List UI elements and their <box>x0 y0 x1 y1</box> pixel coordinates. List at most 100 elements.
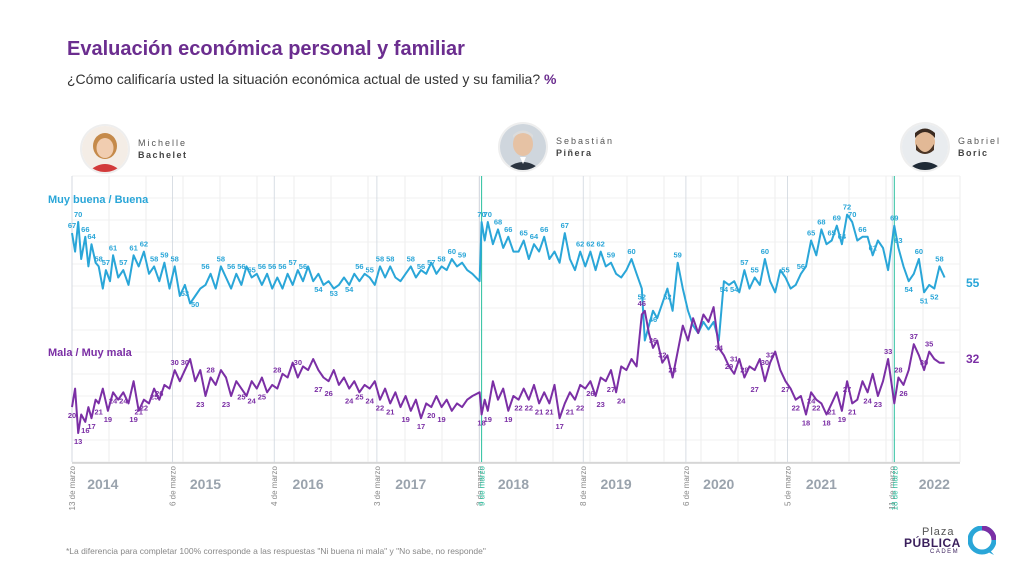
date-marker-label: 11 de marzo <box>888 465 897 509</box>
series-lines <box>71 213 946 434</box>
data-label: 64 <box>530 232 539 241</box>
data-label: 19 <box>437 415 445 424</box>
year-tick-label: 2022 <box>919 476 950 492</box>
data-label: 17 <box>87 422 95 431</box>
year-tick-label: 2014 <box>87 476 118 492</box>
data-label: 58 <box>150 254 158 263</box>
data-label: 65 <box>807 229 815 238</box>
data-label: 30 <box>181 358 189 367</box>
data-label: 61 <box>109 243 117 252</box>
president-first-name: Gabriel <box>958 136 1002 146</box>
data-label: 60 <box>627 247 635 256</box>
data-label: 19 <box>104 415 112 424</box>
year-tick-label: 2020 <box>703 476 734 492</box>
data-label: 26 <box>899 389 907 398</box>
data-label: 37 <box>910 332 918 341</box>
data-label: 72 <box>843 203 851 212</box>
year-tick-label: 2017 <box>395 476 426 492</box>
last-value-bad: 32 <box>966 352 980 366</box>
data-label: 67 <box>68 221 76 230</box>
data-label: 66 <box>540 225 548 234</box>
data-label: 24 <box>366 396 375 405</box>
data-label: 31 <box>730 354 738 363</box>
president-first-name: Sebastián <box>556 136 615 146</box>
data-label: 46 <box>638 299 646 308</box>
chart-title: Evaluación económica personal y familiar <box>67 38 465 60</box>
data-label: 24 <box>119 396 128 405</box>
date-marker-label: 4 de marzo <box>270 465 279 506</box>
data-label: 58 <box>170 254 178 263</box>
data-label: 24 <box>247 396 256 405</box>
data-label: 66 <box>858 225 866 234</box>
plaza-publica-logo: Plaza PÚBLICA CADEM <box>900 526 1000 558</box>
data-label: 60 <box>761 247 769 256</box>
data-label: 56 <box>268 262 276 271</box>
data-label: 58 <box>935 254 943 263</box>
data-label: 27 <box>781 385 789 394</box>
data-label: 21 <box>848 407 856 416</box>
data-label: 27 <box>843 385 851 394</box>
data-label: 24 <box>345 396 354 405</box>
data-label: 22 <box>514 404 522 413</box>
data-label: 56 <box>227 262 235 271</box>
logo-line1: Plaza <box>922 526 955 538</box>
date-marker-label: 6 de marzo <box>682 465 691 506</box>
pinera-photo <box>500 124 546 170</box>
data-label: 17 <box>417 422 425 431</box>
data-label: 26 <box>324 389 332 398</box>
data-label: 28 <box>668 365 676 374</box>
data-label: 25 <box>355 393 363 402</box>
president-last-name: Boric <box>958 148 989 158</box>
president-bachelet: Michelle Bachelet <box>82 126 188 172</box>
data-label: 22 <box>792 404 800 413</box>
data-label: 57 <box>102 258 110 267</box>
data-label: 21 <box>566 407 574 416</box>
data-label: 65 <box>828 229 836 238</box>
data-label: 23 <box>874 400 882 409</box>
data-label: 24 <box>617 396 626 405</box>
data-label: 26 <box>155 389 163 398</box>
data-label: 25 <box>258 393 266 402</box>
data-label: 62 <box>140 240 148 249</box>
series-line <box>71 213 946 342</box>
data-label: 59 <box>607 251 615 260</box>
grid <box>71 175 961 464</box>
data-label: 57 <box>427 258 435 267</box>
data-label: 65 <box>520 229 528 238</box>
president-first-name: Michelle <box>138 138 188 148</box>
data-label: 22 <box>140 404 148 413</box>
data-label: 52 <box>638 293 646 302</box>
chart-subtitle: ¿Cómo calificaría usted la situación eco… <box>67 71 556 87</box>
data-label: 58 <box>217 254 225 263</box>
data-label: 30 <box>920 358 928 367</box>
data-label: 54 <box>904 285 913 294</box>
data-label: 46 <box>649 315 657 324</box>
data-label: 70 <box>477 210 485 219</box>
data-label: 22 <box>576 404 584 413</box>
data-label: 56 <box>258 262 266 271</box>
data-label: 53 <box>181 289 189 298</box>
logo-line2: PÚBLICA <box>904 536 961 550</box>
data-label: 62 <box>586 240 594 249</box>
data-label: 24 <box>863 396 872 405</box>
data-label: 32 <box>658 351 666 360</box>
date-marker-label: 18 de marzo <box>890 465 899 510</box>
data-label: 22 <box>812 404 820 413</box>
data-label: 30 <box>761 358 769 367</box>
data-label: 56 <box>237 262 245 271</box>
data-label: 55 <box>781 266 789 275</box>
data-label: 23 <box>196 400 204 409</box>
data-label: 21 <box>95 407 103 416</box>
data-label: 62 <box>576 240 584 249</box>
data-label: 35 <box>925 340 933 349</box>
date-marker-label: 5 de marzo <box>784 465 793 506</box>
data-label: 19 <box>401 415 409 424</box>
last-value-good: 55 <box>966 276 980 290</box>
data-label: 66 <box>504 225 512 234</box>
data-label: 24 <box>807 396 816 405</box>
data-label: 54 <box>730 285 739 294</box>
data-label: 58 <box>95 254 103 263</box>
data-label: 58 <box>437 254 445 263</box>
data-label: 55 <box>247 266 255 275</box>
